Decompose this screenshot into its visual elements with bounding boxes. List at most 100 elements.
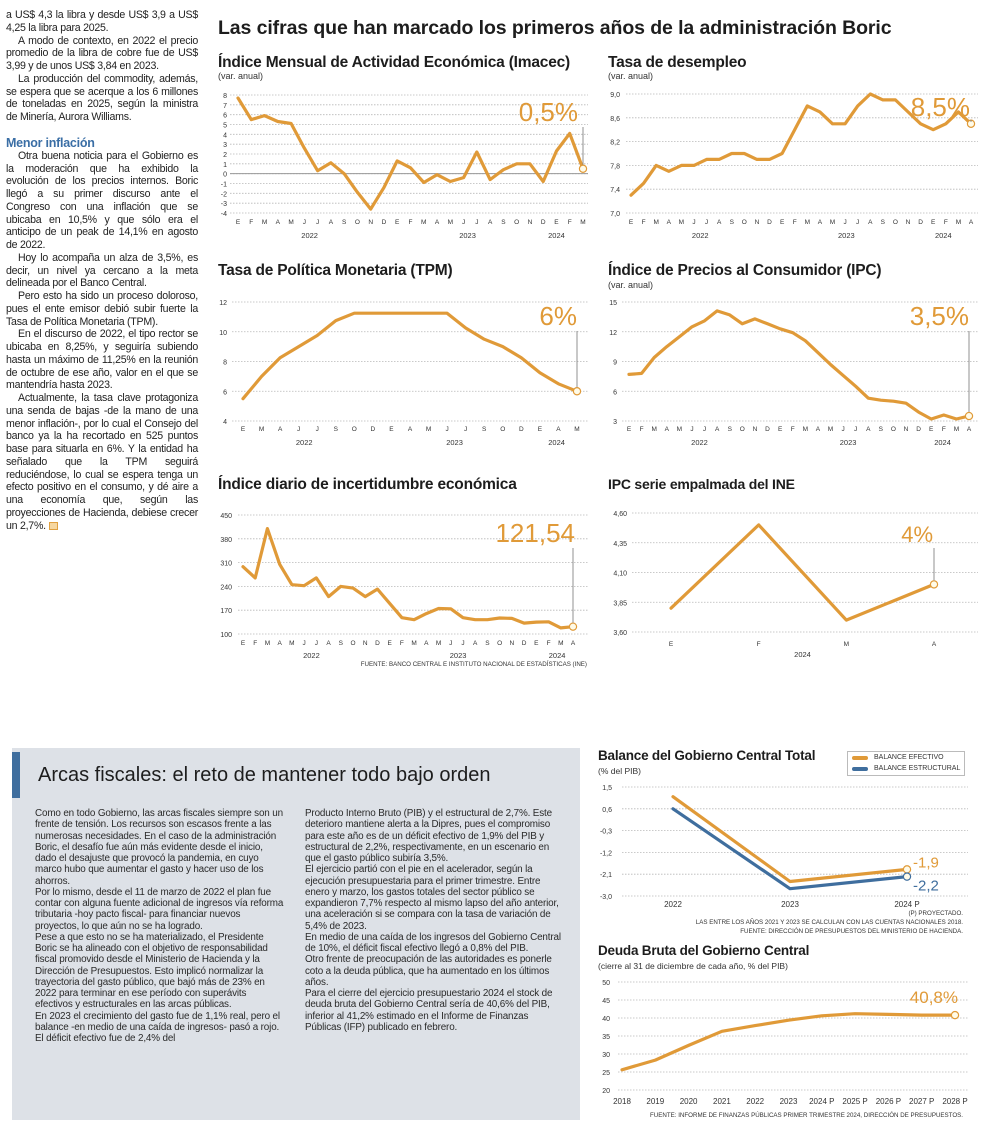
y-tick-label: 35: [602, 1034, 610, 1041]
article-paragraph: En el discurso de 2022, el tipo rector s…: [6, 328, 198, 392]
y-tick-label: 7,8: [610, 163, 620, 170]
y-tick-label: 30: [602, 1052, 610, 1059]
x-tick-label: O: [893, 219, 898, 226]
y-tick-label: 10: [219, 330, 227, 337]
x-tick-label: D: [371, 426, 376, 433]
chart-title-imacec: Índice Mensual de Actividad Económica (I…: [218, 54, 571, 71]
highlight-value: 121,54: [495, 518, 575, 548]
x-tick-label: J: [475, 219, 478, 226]
x-tick-label: J: [854, 426, 857, 433]
y-tick-label: 6: [223, 113, 227, 120]
y-tick-label: -1,2: [600, 850, 612, 857]
y-tick-label: 15: [609, 300, 617, 307]
x-tick-label: A: [473, 640, 478, 647]
x-tick-label: M: [828, 426, 833, 433]
x-tick-label: 2025 P: [842, 1097, 867, 1106]
y-tick-label: 8,2: [610, 140, 620, 147]
x-tick-label: M: [421, 219, 426, 226]
x-tick-label: E: [389, 426, 394, 433]
box-column-1: Como en todo Gobierno, las arcas fiscale…: [35, 808, 285, 1044]
chart-note: (P) PROYECTADO.: [908, 910, 963, 917]
x-tick-label: J: [692, 219, 695, 226]
y-tick-label: 0: [223, 172, 227, 179]
legend-swatch: [852, 766, 868, 771]
x-tick-label: A: [326, 640, 331, 647]
highlight-value: 0,5%: [519, 97, 578, 127]
y-tick-label: 4: [223, 132, 227, 139]
x-tick-label: J: [302, 640, 305, 647]
chart-source: FUENTE: INFORME DE FINANZAS PÚBLICAS PRI…: [650, 1112, 963, 1119]
y-tick-label: 3,60: [613, 630, 627, 637]
chart-subtitle-deuda: (cierre al 31 de diciembre de cada año, …: [598, 961, 788, 971]
x-tick-label: 2022: [664, 900, 682, 909]
x-tick-label: 2022: [746, 1097, 764, 1106]
y-tick-label: 3: [223, 142, 227, 149]
x-tick-label: A: [715, 426, 720, 433]
chart-legend: BALANCE EFECTIVO BALANCE ESTRUCTURAL: [847, 751, 965, 776]
x-tick-label: E: [538, 426, 543, 433]
x-tick-label: F: [944, 219, 948, 226]
x-tick-label: N: [368, 219, 373, 226]
x-tick-label: A: [329, 219, 334, 226]
box-accent-bar: [12, 752, 20, 798]
year-label: 2024: [794, 650, 811, 658]
highlight-value: 3,5%: [910, 301, 969, 331]
x-tick-label: A: [667, 219, 672, 226]
x-tick-label: O: [497, 640, 502, 647]
year-label: 2023: [840, 438, 857, 447]
x-tick-label: J: [297, 426, 300, 433]
x-tick-label: S: [730, 219, 735, 226]
legend-swatch: [852, 755, 868, 760]
x-tick-label: M: [259, 426, 264, 433]
y-tick-label: 12: [609, 330, 617, 337]
x-tick-label: N: [906, 219, 911, 226]
x-tick-label: S: [501, 219, 506, 226]
highlight-value: 8,5%: [911, 92, 970, 122]
article-left-column: a US$ 4,3 la libra y desde US$ 3,9 a US$…: [6, 9, 198, 532]
year-label: 2024: [935, 231, 952, 240]
y-tick-label: -4: [221, 211, 227, 218]
x-tick-label: M: [844, 641, 849, 648]
y-tick-label: 45: [602, 998, 610, 1005]
y-tick-label: 7,0: [610, 211, 620, 218]
chart-title-deuda: Deuda Bruta del Gobierno Central: [598, 943, 810, 958]
chart-subtitle-balance: (% del PIB): [598, 766, 641, 776]
x-tick-label: S: [879, 426, 884, 433]
x-tick-label: M: [265, 640, 270, 647]
chart-title-desempleo: Tasa de desempleo: [608, 54, 747, 71]
y-tick-label: -2,1: [600, 872, 612, 879]
x-tick-label: M: [651, 426, 656, 433]
y-tick-label: 3,85: [613, 600, 627, 607]
highlight-value: 40,8%: [910, 988, 958, 1007]
year-label: 2023: [459, 231, 476, 240]
y-tick-label: 9,0: [610, 92, 620, 99]
y-tick-label: 1,5: [602, 785, 612, 792]
y-tick-label: 6: [613, 389, 617, 396]
box-paragraph: Por lo mismo, desde el 11 de marzo de 20…: [35, 886, 284, 932]
year-label: 2024: [548, 231, 565, 240]
x-tick-label: J: [461, 640, 464, 647]
x-tick-label: O: [355, 219, 360, 226]
y-tick-label: 8: [223, 360, 227, 367]
x-tick-label: S: [881, 219, 886, 226]
y-tick-label: 170: [220, 608, 232, 615]
x-tick-label: E: [669, 641, 674, 648]
chart-note: LAS ENTRE LOS AÑOS 2021 Y 2023 SE CALCUL…: [695, 919, 963, 926]
year-label: 2022: [296, 438, 313, 447]
x-tick-label: E: [554, 219, 559, 226]
legend-item-efectivo: BALANCE EFECTIVO: [848, 752, 964, 763]
y-tick-label: 25: [602, 1070, 610, 1077]
article-paragraph-text: Actualmente, la tasa clave protagoniza u…: [6, 392, 198, 532]
y-tick-label: 9: [613, 360, 617, 367]
chart-subtitle-imacec: (var. anual): [218, 71, 264, 81]
x-tick-label: A: [408, 426, 413, 433]
x-tick-label: J: [316, 426, 319, 433]
x-tick-label: F: [757, 641, 761, 648]
x-tick-label: A: [435, 219, 440, 226]
x-tick-label: F: [547, 640, 551, 647]
series-line: [671, 807, 909, 891]
x-tick-label: E: [778, 426, 783, 433]
x-tick-label: N: [753, 426, 758, 433]
x-tick-label: E: [387, 640, 392, 647]
y-tick-label: 310: [220, 561, 232, 568]
